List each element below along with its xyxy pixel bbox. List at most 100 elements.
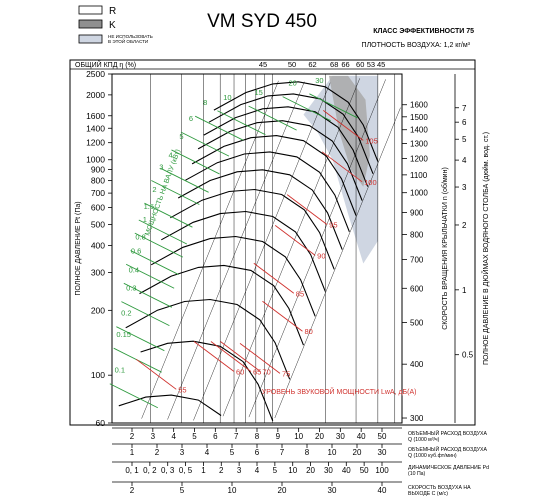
power-line-label: 6 bbox=[189, 114, 193, 123]
pressure-tick-label: 600 bbox=[91, 203, 105, 213]
flow-cfm-tick-label: 3 bbox=[180, 448, 185, 457]
power-line bbox=[180, 131, 230, 157]
sound-line bbox=[323, 110, 364, 141]
power-line-label: 10 bbox=[223, 93, 231, 102]
flow-tick-label: 5 bbox=[192, 432, 197, 441]
flow-tick-label: 10 bbox=[294, 432, 303, 441]
inch-tick-label: 1 bbox=[462, 286, 467, 295]
sound-line-label: 90 bbox=[317, 251, 325, 260]
chart-header: R K НЕ ИСПОЛЬЗОВАТЬ В ЭТОЙ ОБЛАСТИ VM SY… bbox=[78, 5, 474, 49]
sound-line bbox=[210, 341, 252, 372]
efficiency-axis-label: ОБЩИЙ КПД η (%) bbox=[75, 60, 136, 69]
speed-tick-label: 500 bbox=[410, 318, 424, 327]
power-line bbox=[171, 149, 220, 175]
sound-line-label: 65 bbox=[253, 368, 261, 377]
efficiency-tick-label: 53 bbox=[367, 60, 375, 69]
flow-cfm-tick-label: 8 bbox=[305, 448, 310, 457]
flow-tick-label: 8 bbox=[255, 432, 260, 441]
speed-curve bbox=[170, 188, 335, 270]
dynamic-pressure-tick-label: 1 bbox=[201, 466, 206, 475]
inch-tick-label: 6 bbox=[462, 118, 467, 127]
flow-tick-label: 20 bbox=[315, 432, 324, 441]
legend-swatch-restricted bbox=[78, 34, 103, 44]
sound-line-label: 105 bbox=[365, 136, 378, 145]
power-line-label: 0.4 bbox=[129, 265, 139, 274]
pressure-tick-label: 400 bbox=[91, 240, 105, 250]
legend-label-k: K bbox=[109, 20, 116, 31]
pressure-tick-label: 700 bbox=[91, 188, 105, 198]
flow-cfm-axis-label-2: Q (1000 куб.фт/мин) bbox=[408, 453, 457, 459]
system-curve bbox=[167, 81, 305, 420]
flow-cfm-tick-label: 7 bbox=[280, 448, 285, 457]
sound-line-label: 60 bbox=[236, 368, 244, 377]
speed-tick-label: 900 bbox=[410, 208, 424, 217]
power-line bbox=[116, 326, 165, 352]
dynamic-pressure-tick-label: 10 bbox=[288, 466, 297, 475]
speed-curve bbox=[208, 93, 374, 174]
pressure-tick-label: 100 bbox=[91, 370, 105, 380]
speed-axis-label: СКОРОСТЬ ВРАЩЕНИЯ КРЫЛЬЧАТКИ n (об/мин) bbox=[441, 167, 449, 330]
power-line bbox=[121, 301, 170, 327]
dynamic-pressure-tick-label: 4 bbox=[255, 466, 260, 475]
speed-tick-label: 1100 bbox=[410, 171, 428, 180]
velocity-tick-label: 40 bbox=[378, 486, 387, 495]
power-line bbox=[125, 263, 175, 289]
pressure-tick-label: 300 bbox=[91, 267, 105, 277]
pressure-tick-label: 2000 bbox=[86, 90, 105, 100]
k-region bbox=[329, 75, 370, 187]
power-line-label: 0.1 bbox=[115, 366, 125, 375]
pressure-tick-label: 1000 bbox=[86, 155, 105, 165]
inch-tick-label: 7 bbox=[462, 104, 467, 113]
power-line-label: 2 bbox=[152, 185, 156, 194]
chart-outer-frame bbox=[69, 59, 476, 426]
efficiency-tick-label: 60 bbox=[356, 60, 364, 69]
chart-title: VM SYD 450 bbox=[207, 11, 317, 32]
speed-tick-label: 1500 bbox=[410, 113, 428, 122]
velocity-tick-label: 10 bbox=[228, 486, 237, 495]
power-line bbox=[194, 115, 244, 141]
flow-cfm-tick-label: 10 bbox=[328, 448, 337, 457]
flow-cfm-axis-label-1: ОБЪЕМНЫЙ РАСХОД ВОЗДУХА bbox=[408, 445, 488, 453]
sound-line-label: 95 bbox=[329, 221, 337, 230]
speed-tick-label: 300 bbox=[410, 414, 424, 423]
dynamic-pressure-axis-label-2: (10 Па) bbox=[408, 471, 426, 477]
power-line-label: 30 bbox=[315, 76, 323, 85]
power-line-label: 0.2 bbox=[121, 309, 131, 318]
power-line bbox=[151, 180, 200, 205]
dynamic-pressure-tick-label: 0, 3 bbox=[161, 466, 175, 475]
sound-line bbox=[262, 300, 303, 332]
dynamic-pressure-tick-label: 5 bbox=[273, 466, 278, 475]
speed-curve bbox=[185, 151, 350, 233]
legend-label-r: R bbox=[109, 6, 116, 17]
dynamic-pressure-tick-label: 100 bbox=[375, 466, 389, 475]
power-line bbox=[144, 202, 193, 228]
power-line-label: 0.8 bbox=[135, 233, 145, 242]
air-density: ПЛОТНОСТЬ ВОЗДУХА: 1,2 кг/м³ bbox=[362, 42, 471, 49]
flow-cfm-tick-label: 5 bbox=[230, 448, 235, 457]
speed-curve bbox=[118, 394, 222, 416]
velocity-tick-label: 5 bbox=[180, 486, 185, 495]
flow-tick-label: 7 bbox=[234, 432, 239, 441]
flow-tick-label: 4 bbox=[171, 432, 176, 441]
speed-curve bbox=[213, 81, 379, 162]
dynamic-pressure-tick-label: 40 bbox=[342, 466, 351, 475]
flow-axis-label-2: Q (1000 м³/ч) bbox=[408, 437, 440, 443]
power-line bbox=[130, 250, 179, 275]
dynamic-pressure-tick-label: 20 bbox=[306, 466, 315, 475]
power-line bbox=[134, 232, 184, 258]
sound-line bbox=[274, 224, 316, 256]
flow-cfm-tick-label: 4 bbox=[205, 448, 210, 457]
dynamic-pressure-tick-label: 30 bbox=[324, 466, 333, 475]
pressure-tick-label: 200 bbox=[91, 305, 105, 315]
power-line bbox=[109, 383, 158, 409]
pressure-tick-label: 60 bbox=[96, 418, 106, 428]
pressure-tick-label: 800 bbox=[91, 176, 105, 186]
dynamic-pressure-axis-label-1: ДИНАМИЧЕСКОЕ ДАВЛЕНИЕ Pd bbox=[408, 465, 489, 471]
flow-tick-label: 30 bbox=[336, 432, 345, 441]
pressure-tick-label: 500 bbox=[91, 220, 105, 230]
system-curve bbox=[222, 78, 360, 417]
flow-cfm-tick-label: 2 bbox=[155, 448, 160, 457]
power-line-label: 8 bbox=[203, 98, 207, 107]
speed-tick-label: 700 bbox=[410, 255, 424, 264]
power-line-label: 3 bbox=[159, 163, 163, 172]
